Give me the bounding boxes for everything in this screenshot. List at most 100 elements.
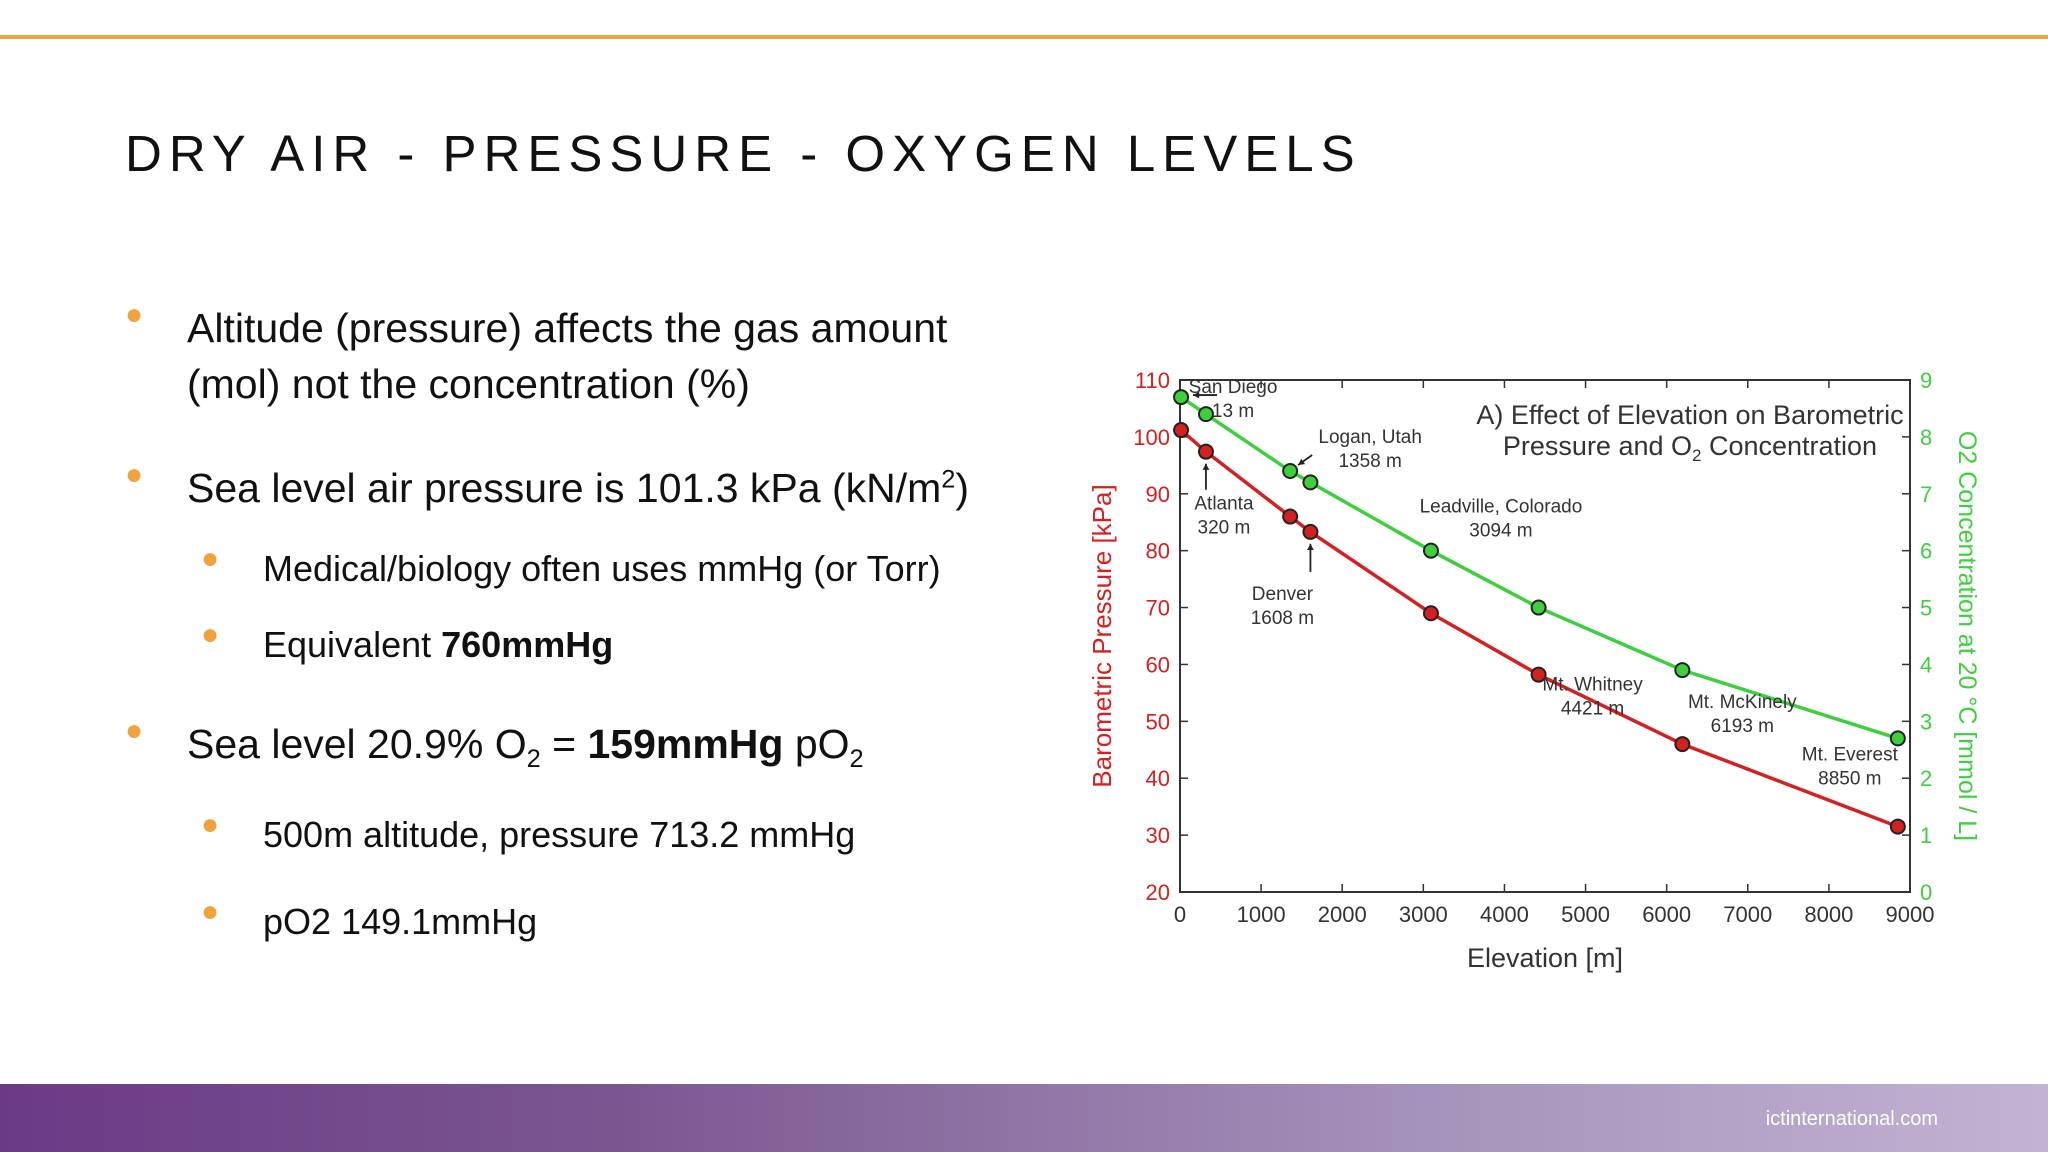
y2-axis-label: O2 Concentration at 20 °C [mmol / L]: [1953, 431, 1981, 841]
annotation-elevation: 320 m: [1198, 518, 1251, 539]
y2-tick-label: 9: [1920, 368, 1932, 393]
chart-title-part: Concentration: [1701, 431, 1877, 461]
bullet-dot: ●: [201, 895, 220, 928]
bullet-text: Equivalent: [263, 624, 442, 665]
x-tick-label: 7000: [1723, 902, 1772, 927]
data-point: [1530, 666, 1547, 683]
bullet-dot: ●: [125, 458, 144, 491]
y-tick-label: 20: [1146, 880, 1170, 905]
annotation-city: Mt. Whitney: [1542, 675, 1643, 696]
series-line: [1179, 428, 1899, 829]
annotation-arrowhead: [1298, 458, 1306, 466]
footer-bar: ictinternational.com: [0, 1084, 2048, 1152]
data-point: [1422, 542, 1439, 559]
data-point: [1197, 406, 1214, 423]
x-tick-label: 9000: [1886, 902, 1935, 927]
data-point: [1282, 508, 1299, 525]
bullet-text: =: [540, 721, 588, 767]
y-tick-label: 50: [1146, 709, 1170, 734]
annotation-city: Logan, Utah: [1318, 427, 1422, 448]
superscript: 2: [941, 465, 956, 494]
data-point: [1422, 605, 1439, 622]
x-tick-label: 8000: [1804, 902, 1853, 927]
annotation-city: Leadville, Colorado: [1420, 497, 1583, 518]
bullet-dot: ●: [125, 298, 144, 331]
annotations-layer: San Diego 13 m Atlanta 320 m Logan, Utah 1358…: [1189, 377, 1899, 790]
bullet-dot: ●: [201, 808, 220, 841]
bullet-dot: ●: [201, 542, 220, 575]
points-layer: [1173, 389, 1906, 835]
x-tick-label: 3000: [1399, 902, 1448, 927]
data-point: [1530, 599, 1547, 616]
bullet-text: pO: [783, 721, 850, 767]
x-tick-label: 0: [1174, 902, 1186, 927]
bullet-text: 500m altitude, pressure 713.2 mmHg: [263, 814, 856, 855]
annotation-arrowhead: [1307, 543, 1314, 551]
y-axis-label: Barometric Pressure [kPa]: [1087, 484, 1117, 787]
top-accent-rule: [0, 35, 2048, 39]
annotation-city: Mt. Everest: [1802, 745, 1899, 766]
series-line: [1180, 395, 1899, 741]
data-point: [1173, 389, 1190, 406]
annotation-arrowhead: [1202, 463, 1210, 470]
y-tick-label: 110: [1135, 368, 1170, 393]
bullet-text: (mol) not the concentration (%): [187, 361, 750, 407]
y2-tick-label: 7: [1920, 482, 1932, 507]
bullet-text: pO2 149.1mmHg: [263, 901, 538, 942]
data-point: [1889, 818, 1906, 835]
bullet-text: Medical/biology often uses mmHg (or Torr…: [263, 548, 941, 589]
y-tick-label: 30: [1146, 823, 1170, 848]
y2-tick-label: 4: [1920, 652, 1932, 677]
pressure-elevation-chart: 0 1000 2000 3000 4000 5000 6000 7000 8000 9000 20 3…: [1075, 350, 1995, 990]
bullet-text: Altitude (pressure) affects the gas amou…: [187, 305, 948, 351]
bullet-text: Sea level air pressure is 101.3 kPa (kN/…: [187, 465, 942, 511]
data-point: [1674, 662, 1691, 679]
data-point: [1197, 443, 1214, 460]
slide-title: DRY AIR - PRESSURE - OXYGEN LEVELS: [125, 125, 1362, 182]
x-axis-label: Elevation [m]: [1467, 943, 1623, 973]
bold-value: 760mmHg: [441, 624, 614, 665]
subscript: 2: [526, 745, 541, 774]
annotation-elevation: 13 m: [1212, 401, 1254, 422]
chart-title-line1: A) Effect of Elevation on Barometric: [1476, 400, 1903, 430]
chart-title-line2: Pressure and O2 Concentration: [1503, 431, 1877, 465]
x-tick-label: 2000: [1318, 902, 1367, 927]
footer-url: ictinternational.com: [1765, 1108, 1938, 1130]
y2-tick-label: 2: [1920, 766, 1932, 791]
bold-value: 159mmHg: [587, 721, 784, 767]
x-tick-label: 6000: [1642, 902, 1691, 927]
y2-tick-label: 3: [1920, 709, 1932, 734]
data-point: [1302, 523, 1319, 540]
x-tick-label: 1000: [1237, 902, 1286, 927]
annotation-elevation: 1608 m: [1251, 608, 1314, 629]
x-tick-label: 4000: [1480, 902, 1529, 927]
y2-tick-label: 8: [1920, 425, 1932, 450]
annotation-elevation: 6193 m: [1711, 716, 1774, 737]
annotation-city: Denver: [1252, 584, 1314, 605]
y-tick-label: 80: [1146, 539, 1170, 564]
bullet-dot: ●: [201, 618, 220, 651]
data-point: [1889, 730, 1906, 747]
plot-frame: [1179, 379, 1911, 893]
y2-tick-label: 5: [1920, 596, 1932, 621]
y-tick-label: 40: [1146, 766, 1170, 791]
annotation-elevation: 4421 m: [1561, 699, 1624, 720]
data-point: [1173, 422, 1190, 439]
annotation-elevation: 1358 m: [1338, 451, 1401, 472]
bullet-dot: ●: [125, 714, 144, 747]
y2-tick-label: 1: [1920, 823, 1932, 848]
chart-svg: 0 1000 2000 3000 4000 5000 6000 7000 8000 9000 20 3…: [1087, 368, 1981, 973]
y2-tick-label: 6: [1920, 539, 1932, 564]
x-tick-label: 5000: [1561, 902, 1610, 927]
chart-title-sub: 2: [1692, 446, 1701, 465]
annotation-city: Mt. McKinely: [1688, 692, 1797, 713]
y-tick-label: 60: [1146, 652, 1170, 677]
data-point: [1674, 736, 1691, 753]
annotation-city: San Diego: [1189, 377, 1278, 398]
chart-title-part: Pressure and O: [1503, 431, 1692, 461]
data-point: [1302, 474, 1319, 491]
annotation-city: Atlanta: [1194, 494, 1254, 515]
y-tick-label: 100: [1133, 425, 1170, 450]
subscript: 2: [849, 745, 864, 774]
lines-layer: [1179, 395, 1899, 829]
